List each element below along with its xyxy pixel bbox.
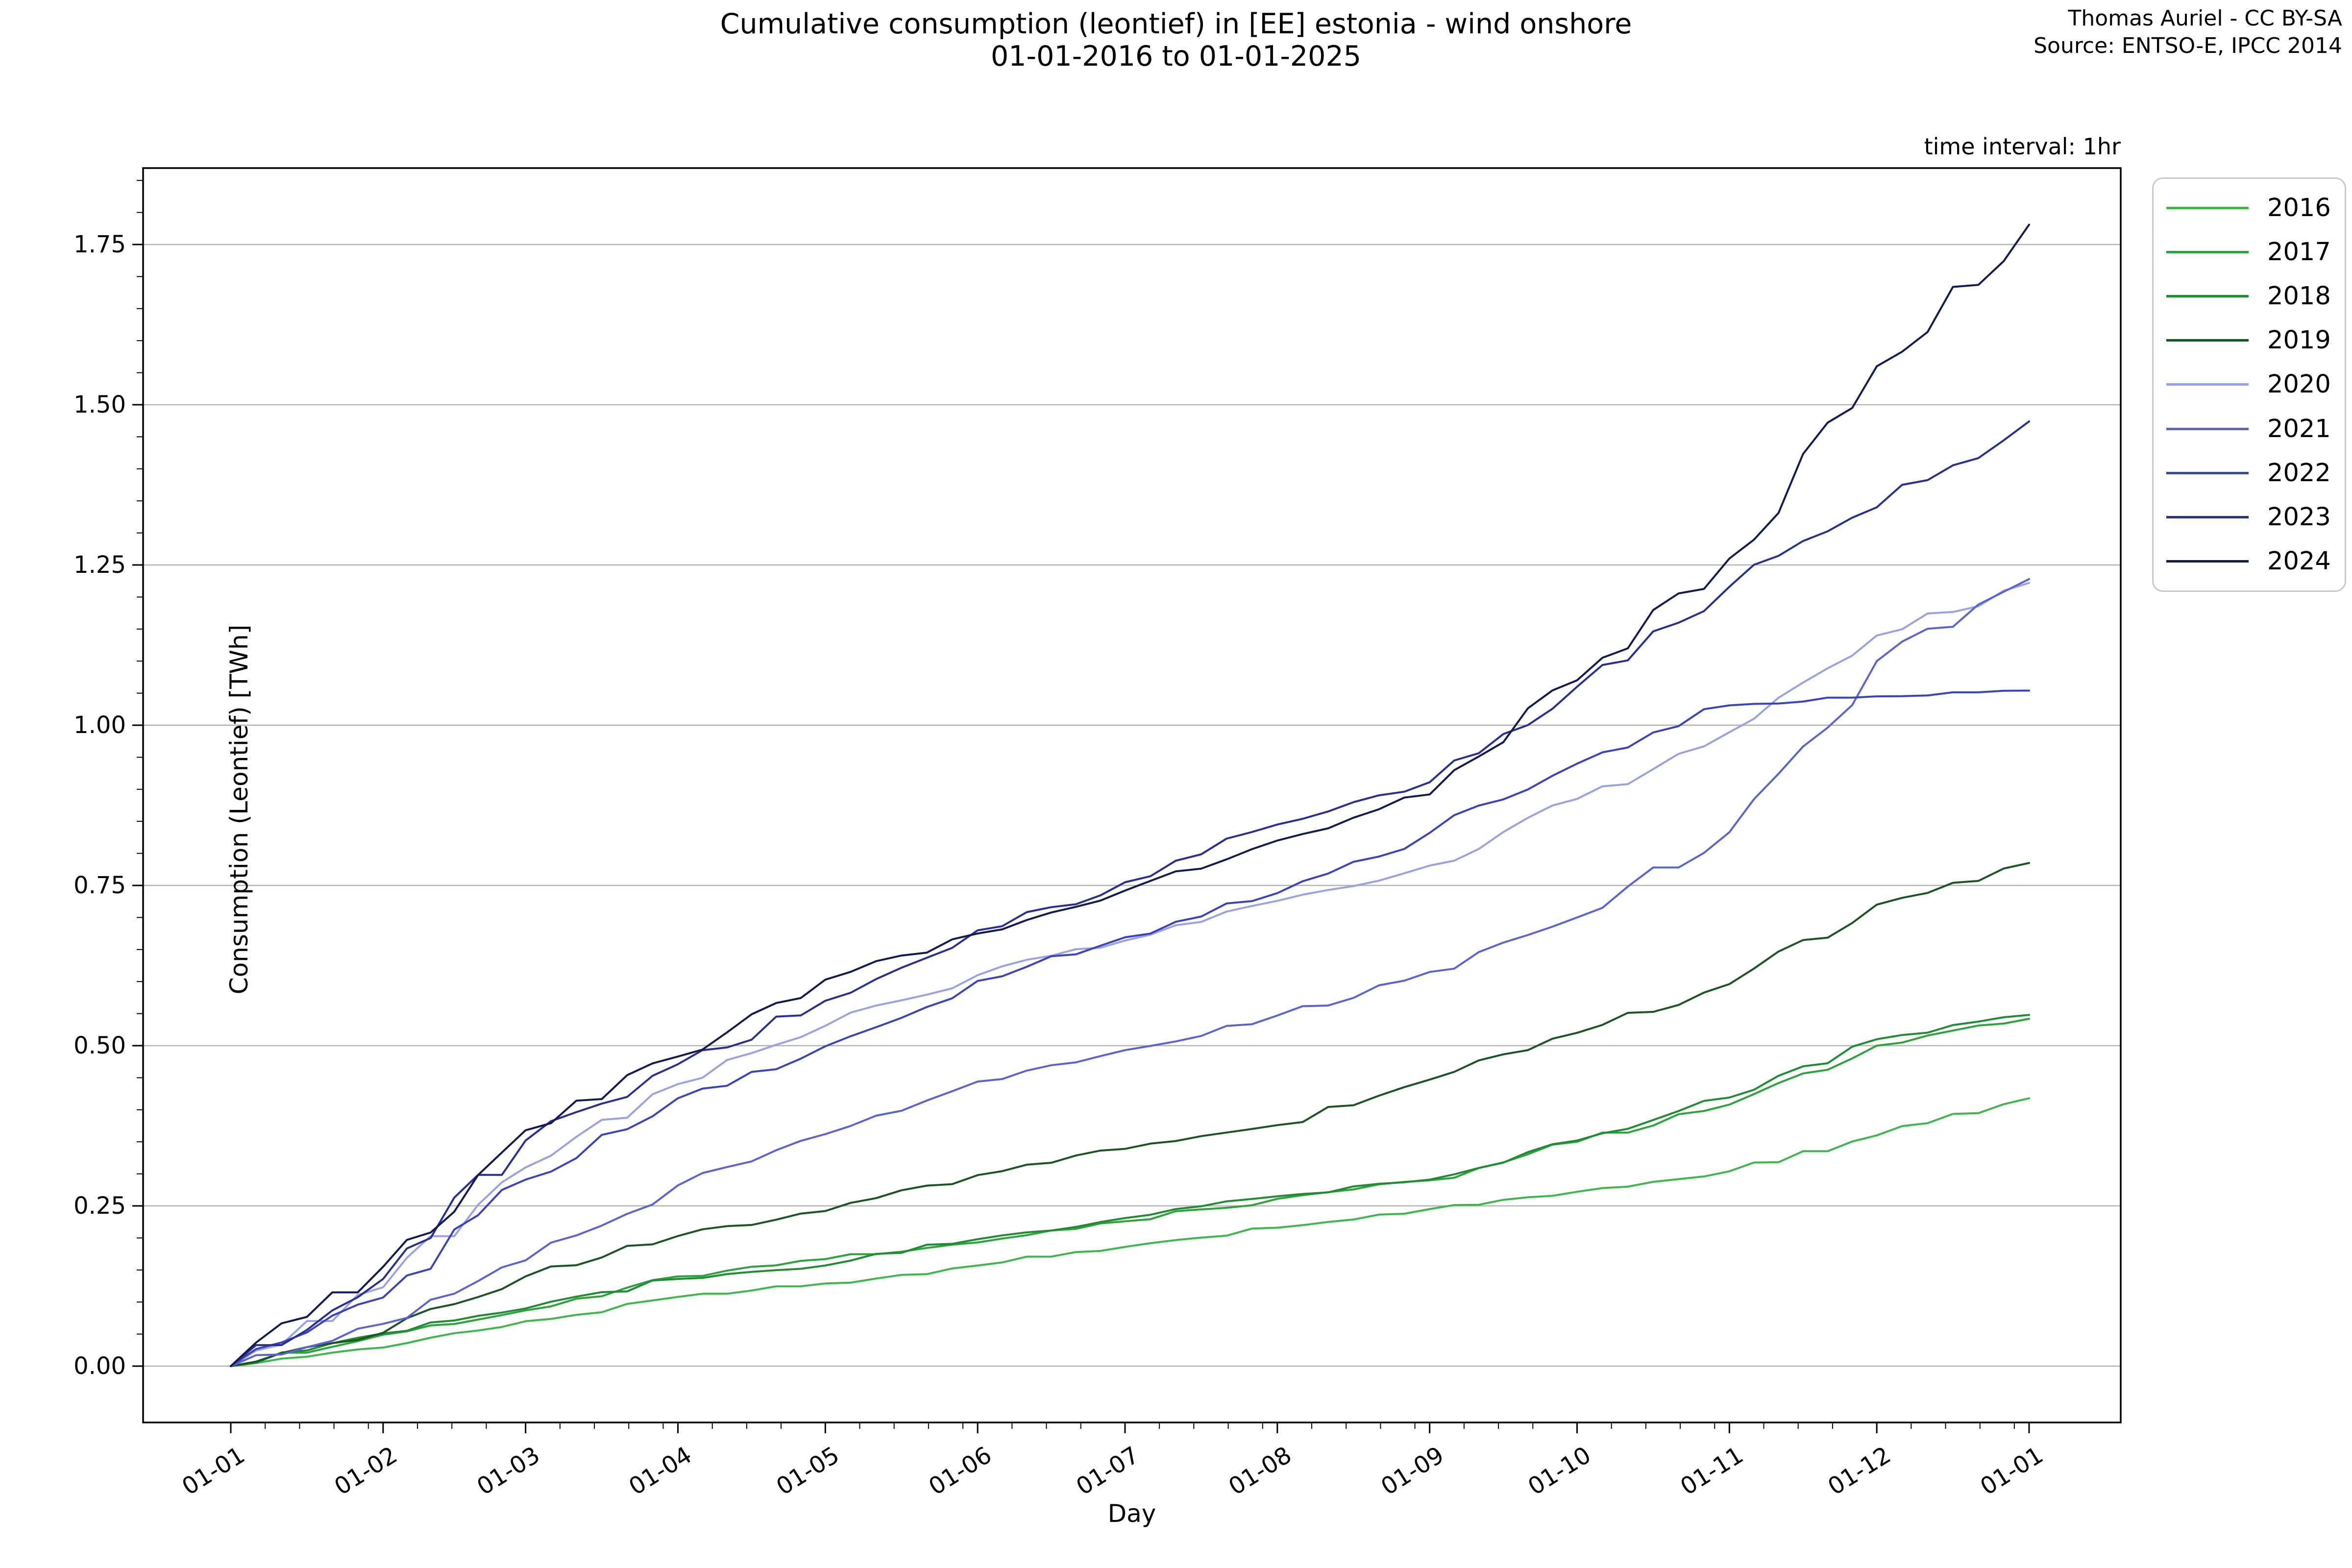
legend-line-swatch-2017	[2166, 250, 2249, 253]
legend-item-2017: 2017	[2166, 238, 2345, 267]
legend-item-2022: 2022	[2166, 459, 2345, 488]
legend-item-2021: 2021	[2166, 415, 2345, 443]
plot-svg	[132, 167, 2122, 1433]
legend-item-2019: 2019	[2166, 326, 2345, 355]
x-tick-01-06-d152: 01-06	[924, 1441, 997, 1501]
chart-title-line1: Cumulative consumption (leontief) in [EE…	[720, 8, 1632, 40]
legend-label-2022: 2022	[2267, 458, 2331, 488]
x-tick-01-04-d91: 01-04	[624, 1441, 697, 1501]
series-line-2018	[230, 1014, 2030, 1367]
series-line-2017	[230, 1018, 2030, 1367]
y-tick-0.00: 0.00	[74, 1352, 126, 1380]
series-line-2016	[230, 1097, 2030, 1367]
y-tick-0.25: 0.25	[74, 1192, 126, 1220]
legend-line-swatch-2018	[2166, 295, 2249, 298]
x-tick-01-11-d305: 01-11	[1675, 1441, 1748, 1501]
x-tick-01-09-d244: 01-09	[1376, 1441, 1449, 1501]
legend-label-2018: 2018	[2267, 282, 2331, 311]
attribution-source: Source: ENTSO-E, IPCC 2014	[2034, 33, 2342, 58]
y-axis-title: Consumption (Leontief) [TWh]	[225, 624, 253, 995]
x-tick-01-01-d0: 01-01	[177, 1441, 250, 1501]
chart-title: Cumulative consumption (leontief) in [EE…	[0, 8, 2352, 73]
y-tick-0.75: 0.75	[74, 872, 126, 899]
x-tick-01-05-d121: 01-05	[771, 1441, 844, 1501]
time-interval-note: time interval: 1hr	[1924, 133, 2121, 160]
legend: 2016 2017 2018 2019 2020 2021 2022 2023 2024	[2152, 177, 2346, 592]
x-tick-01-02-d31: 01-02	[329, 1441, 402, 1501]
x-tick-01-10-d274: 01-10	[1523, 1441, 1596, 1501]
legend-label-2016: 2016	[2267, 193, 2331, 222]
legend-item-2018: 2018	[2166, 282, 2345, 311]
legend-line-swatch-2019	[2166, 339, 2249, 342]
series-line-2022	[230, 689, 2030, 1367]
plot-area	[132, 167, 2122, 1433]
legend-line-swatch-2022	[2166, 471, 2249, 474]
series-line-2020	[230, 582, 2030, 1367]
legend-label-2023: 2023	[2267, 503, 2331, 532]
legend-label-2024: 2024	[2267, 547, 2331, 576]
series-line-2019	[230, 862, 2030, 1367]
legend-item-2023: 2023	[2166, 503, 2345, 532]
legend-label-2019: 2019	[2267, 326, 2331, 355]
x-tick-01-01-d366: 01-01	[1975, 1441, 2048, 1501]
legend-line-swatch-2021	[2166, 427, 2249, 430]
legend-line-swatch-2020	[2166, 383, 2249, 386]
y-tick-1.00: 1.00	[74, 711, 126, 739]
legend-item-2024: 2024	[2166, 547, 2345, 576]
x-tick-01-07-d182: 01-07	[1071, 1441, 1144, 1501]
legend-line-swatch-2016	[2166, 206, 2249, 209]
legend-line-swatch-2024	[2166, 560, 2249, 563]
x-axis-title: Day	[1107, 1499, 1156, 1528]
legend-label-2021: 2021	[2267, 414, 2331, 443]
attribution: Thomas Auriel - CC BY-SA Source: ENTSO-E…	[2034, 5, 2342, 60]
legend-label-2017: 2017	[2267, 237, 2331, 267]
series-line-2021	[230, 578, 2030, 1367]
chart-title-line2: 01-01-2016 to 01-01-2025	[991, 40, 1361, 73]
series-line-2024	[230, 223, 2030, 1367]
y-tick-1.50: 1.50	[74, 391, 126, 418]
y-tick-1.75: 1.75	[74, 231, 126, 258]
x-tick-01-12-d335: 01-12	[1823, 1441, 1896, 1501]
series-line-2023	[230, 420, 2030, 1367]
legend-item-2016: 2016	[2166, 194, 2345, 222]
attribution-author: Thomas Auriel - CC BY-SA	[2068, 6, 2342, 31]
legend-line-swatch-2023	[2166, 516, 2249, 519]
y-tick-1.25: 1.25	[74, 551, 126, 579]
x-tick-01-03-d60: 01-03	[472, 1441, 545, 1501]
x-tick-01-08-d213: 01-08	[1224, 1441, 1297, 1501]
legend-label-2020: 2020	[2267, 370, 2331, 399]
legend-item-2020: 2020	[2166, 370, 2345, 399]
y-tick-0.50: 0.50	[74, 1032, 126, 1059]
